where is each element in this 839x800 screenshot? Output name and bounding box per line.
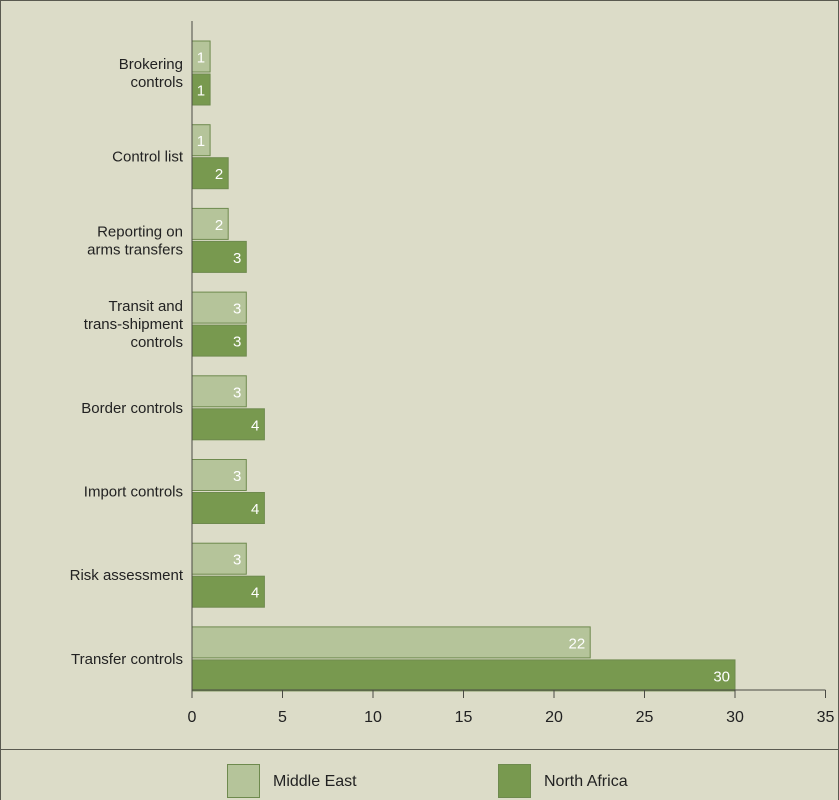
x-tick-label-5: 5	[278, 709, 287, 726]
legend: Middle East North Africa	[1, 749, 838, 800]
data-label-north-africa-reporting-on-arms-transfers: 3	[233, 250, 241, 267]
data-label-north-africa-transfer-controls: 30	[713, 668, 730, 685]
bar-north-africa-control-list	[191, 157, 229, 190]
legend-swatch-north-africa	[498, 764, 531, 798]
bar-north-africa-transfer-controls	[191, 659, 736, 692]
x-tick-label-30: 30	[726, 709, 744, 726]
data-label-north-africa-import-controls: 4	[251, 501, 259, 518]
bar-middle-east-import-controls	[191, 459, 247, 491]
data-label-north-africa-brokering-controls: 1	[197, 83, 205, 100]
x-tick-label-20: 20	[545, 709, 563, 726]
category-label-border-controls: Border controls	[81, 400, 183, 417]
category-label-transit-and-trans-shipment-controls-line-1: Transit and	[109, 298, 183, 315]
x-tick-label-25: 25	[636, 709, 654, 726]
category-label-import-controls: Import controls	[84, 484, 183, 501]
legend-swatch-middle-east	[227, 764, 260, 798]
legend-label-middle-east: Middle East	[273, 773, 357, 790]
data-label-middle-east-border-controls: 3	[233, 384, 241, 401]
category-label-brokering-controls-line-2: controls	[130, 74, 183, 91]
bar-north-africa-transit-and-trans-shipment-controls	[191, 324, 247, 357]
category-label-control-list: Control list	[112, 149, 184, 166]
data-label-middle-east-reporting-on-arms-transfers: 2	[215, 217, 223, 234]
category-label-reporting-on-arms-transfers-line-2: arms transfers	[87, 241, 183, 258]
bar-middle-east-transfer-controls	[191, 626, 591, 659]
bar-north-africa-reporting-on-arms-transfers	[191, 240, 247, 273]
data-label-middle-east-control-list: 1	[197, 133, 205, 150]
category-label-risk-assessment: Risk assessment	[70, 567, 184, 584]
data-label-north-africa-transit-and-trans-shipment-controls: 3	[233, 334, 241, 351]
data-label-middle-east-risk-assessment: 3	[233, 552, 241, 569]
data-label-middle-east-transit-and-trans-shipment-controls: 3	[233, 301, 241, 318]
category-label-transit-and-trans-shipment-controls-line-2: trans-shipment	[84, 316, 184, 333]
data-label-middle-east-import-controls: 3	[233, 468, 241, 485]
bar-north-africa-border-controls	[191, 408, 265, 441]
bar-middle-east-border-controls	[191, 375, 247, 408]
data-label-north-africa-border-controls: 4	[251, 417, 259, 434]
legend-label-north-africa: North Africa	[544, 773, 628, 790]
category-label-reporting-on-arms-transfers-line-1: Reporting on	[97, 223, 183, 240]
x-tick-label-10: 10	[364, 709, 382, 726]
x-tick-label-15: 15	[455, 709, 473, 726]
x-tick-label-35: 35	[817, 709, 835, 726]
bar-middle-east-transit-and-trans-shipment-controls	[191, 291, 247, 324]
data-label-middle-east-brokering-controls: 1	[197, 50, 205, 67]
x-tick-label-0: 0	[188, 709, 197, 726]
category-label-transit-and-trans-shipment-controls-line-3: controls	[130, 334, 183, 351]
category-label-brokering-controls-line-1: Brokering	[119, 56, 183, 73]
bar-middle-east-risk-assessment	[191, 542, 247, 575]
data-label-middle-east-transfer-controls: 22	[569, 635, 586, 652]
data-label-north-africa-risk-assessment: 4	[251, 585, 259, 602]
category-label-transfer-controls: Transfer controls	[71, 651, 183, 668]
bar-north-africa-risk-assessment	[191, 575, 265, 608]
data-label-north-africa-control-list: 2	[215, 166, 223, 183]
